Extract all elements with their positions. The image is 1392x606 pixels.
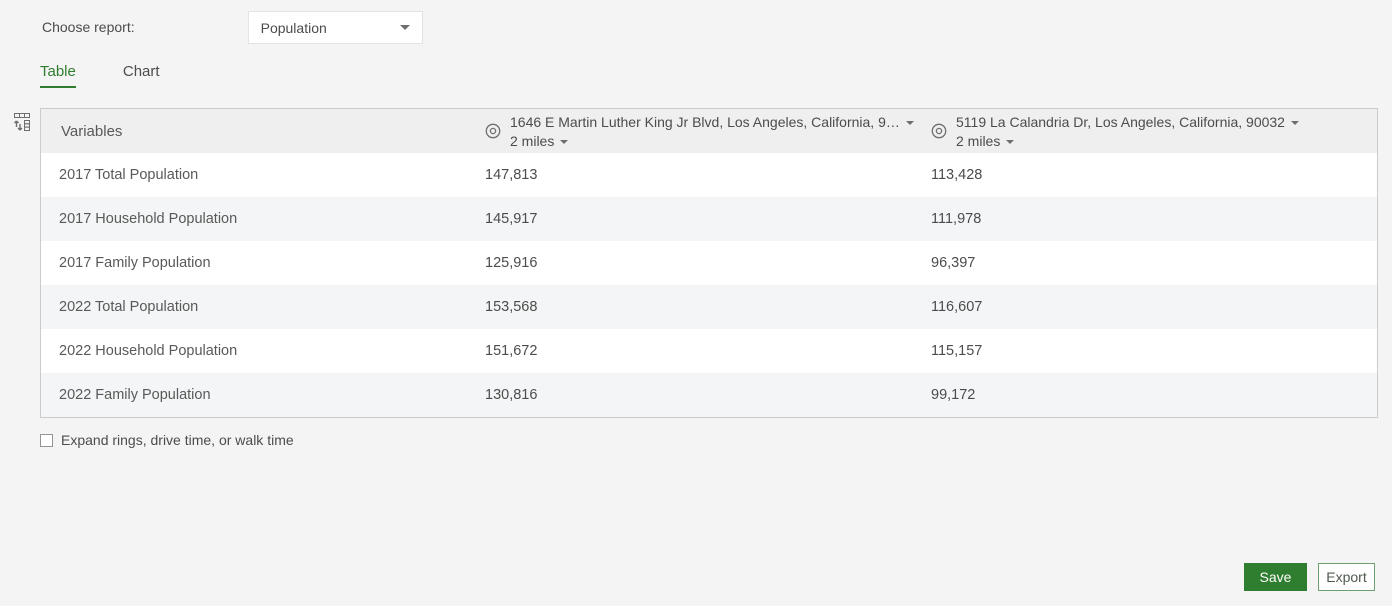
chevron-down-icon [905, 120, 914, 125]
chevron-down-icon [399, 25, 410, 30]
transpose-table-icon[interactable] [10, 110, 34, 134]
value-location-1: 147,813 [485, 167, 538, 183]
ring-target-icon [931, 123, 947, 139]
table-row: 2022 Household Population 151,672 115,15… [41, 329, 1377, 373]
location-2-address: 5119 La Calandria Dr, Los Angeles, Calif… [956, 113, 1285, 130]
value-location-2: 115,157 [931, 343, 983, 359]
chevron-down-icon [1006, 139, 1015, 144]
footer-actions: Save Export [1244, 563, 1375, 591]
variable-name: 2017 Family Population [59, 255, 211, 271]
value-location-1: 153,568 [485, 299, 538, 315]
value-location-2: 96,397 [931, 255, 976, 271]
expand-checkbox[interactable] [40, 433, 53, 447]
comparison-table: Variables 1646 E Martin Luther King Jr B… [40, 108, 1378, 418]
value-location-1: 145,917 [485, 211, 538, 227]
table-row: 2017 Total Population 147,813 113,428 [41, 153, 1377, 197]
value-location-2: 99,172 [931, 387, 976, 403]
location-2-radius-dropdown[interactable]: 2 miles [956, 134, 1299, 148]
location-1-radius: 2 miles [510, 132, 555, 149]
chevron-down-icon [1290, 120, 1299, 125]
value-location-1: 125,916 [485, 255, 538, 271]
report-chooser: Choose report: Population [42, 11, 423, 44]
view-tabs: Table Chart [40, 63, 160, 88]
tab-chart[interactable]: Chart [122, 63, 160, 80]
report-select-value: Population [260, 19, 327, 36]
value-location-1: 151,672 [485, 343, 538, 359]
location-1-radius-dropdown[interactable]: 2 miles [510, 134, 914, 148]
variable-name: 2022 Family Population [59, 387, 211, 403]
location-column-header-1: 1646 E Martin Luther King Jr Blvd, Los A… [471, 109, 917, 153]
variable-name: 2017 Total Population [59, 167, 199, 183]
table-row: 2017 Household Population 145,917 111,97… [41, 197, 1377, 241]
value-location-2: 111,978 [931, 211, 982, 227]
variable-name: 2017 Household Population [59, 211, 238, 227]
location-column-header-2: 5119 La Calandria Dr, Los Angeles, Calif… [917, 109, 1377, 153]
table-row: 2022 Family Population 130,816 99,172 [41, 373, 1377, 417]
location-1-address: 1646 E Martin Luther King Jr Blvd, Los A… [510, 113, 900, 130]
chevron-down-icon [560, 139, 569, 144]
report-select[interactable]: Population [247, 11, 423, 44]
tab-table[interactable]: Table [40, 63, 76, 88]
expand-checkbox-label: Expand rings, drive time, or walk time [61, 432, 294, 448]
table-header-row: Variables 1646 E Martin Luther King Jr B… [41, 109, 1377, 153]
value-location-2: 116,607 [931, 299, 983, 315]
location-2-address-dropdown[interactable]: 5119 La Calandria Dr, Los Angeles, Calif… [956, 115, 1299, 129]
choose-report-label: Choose report: [42, 19, 135, 35]
save-button[interactable]: Save [1244, 563, 1307, 591]
variables-column-header: Variables [61, 122, 123, 140]
export-button[interactable]: Export [1318, 563, 1375, 591]
table-body: 2017 Total Population 147,813 113,428 20… [41, 153, 1377, 417]
value-location-1: 130,816 [485, 387, 538, 403]
variable-name: 2022 Total Population [59, 299, 199, 315]
ring-target-icon [485, 123, 501, 139]
expand-option: Expand rings, drive time, or walk time [40, 432, 294, 448]
table-row: 2017 Family Population 125,916 96,397 [41, 241, 1377, 285]
variable-name: 2022 Household Population [59, 343, 238, 359]
location-1-address-dropdown[interactable]: 1646 E Martin Luther King Jr Blvd, Los A… [510, 115, 914, 129]
location-2-radius: 2 miles [956, 132, 1001, 149]
table-row: 2022 Total Population 153,568 116,607 [41, 285, 1377, 329]
value-location-2: 113,428 [931, 167, 983, 183]
